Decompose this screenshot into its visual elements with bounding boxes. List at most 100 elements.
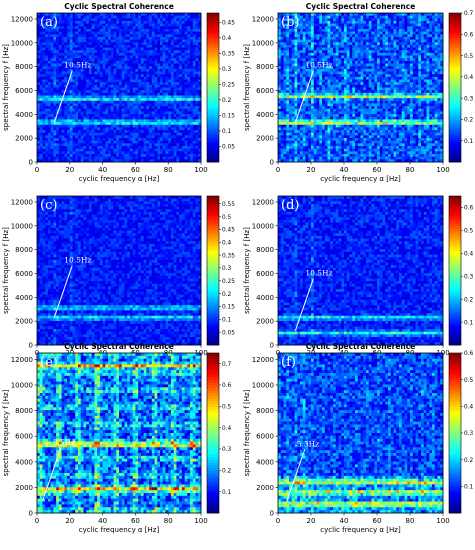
- x-tick-label: 40: [340, 166, 349, 174]
- annotation-label: 3.5Hz: [53, 438, 75, 447]
- x-tick-label: 0: [276, 166, 280, 174]
- y-tick-label: 8000: [256, 246, 274, 254]
- y-tick-label: 2000: [15, 484, 33, 492]
- y-tick-label: 2000: [256, 318, 274, 326]
- y-tick-label: 12000: [11, 198, 33, 206]
- colorbar-tick-label: 0.3: [464, 274, 474, 280]
- panel-label: (f): [281, 355, 296, 370]
- colorbar-tick-label: 0.6: [464, 351, 474, 357]
- heatmap-cells: [278, 13, 443, 162]
- y-tick-label: 0: [270, 342, 274, 350]
- colorbar-tick-label: 0.4: [222, 426, 232, 432]
- x-tick-label: 20: [65, 517, 74, 525]
- heatmap-cells: [37, 196, 201, 345]
- colorbar-tick-label: 0.3: [464, 96, 474, 102]
- colorbar-tick-label: 0.2: [222, 98, 232, 104]
- y-tick-label: 0: [29, 159, 33, 167]
- y-tick-label: 12000: [252, 356, 274, 364]
- heatmap-cells: [37, 13, 201, 162]
- colorbar-tick-label: 0.25: [222, 279, 235, 285]
- y-tick-label: 10000: [11, 39, 33, 47]
- y-tick-label: 10000: [252, 39, 274, 47]
- colorbar-tick-label: 0.55: [222, 202, 235, 208]
- colorbar-tick-label: 0.6: [464, 32, 474, 38]
- colorbar: 0.10.20.30.40.50.60.7: [207, 353, 232, 513]
- x-tick-label: 80: [164, 517, 173, 525]
- colorbar-tick-label: 0.5: [464, 54, 474, 60]
- chart-panel-4: 020406080100020004000600080001000012000c…: [243, 196, 474, 366]
- x-tick-label: 40: [340, 517, 349, 525]
- colorbar-tick-label: 0.1: [464, 485, 474, 491]
- colorbar-tick-label: 0.25: [222, 83, 235, 89]
- x-tick-label: 0: [276, 517, 280, 525]
- y-tick-label: 4000: [256, 458, 274, 466]
- y-axis-label: spectral frequency f [Hz]: [2, 227, 10, 314]
- panel-label: (b): [281, 15, 299, 30]
- panel-label: (c): [40, 198, 57, 213]
- y-tick-label: 8000: [15, 407, 33, 415]
- y-axis-label: spectral frequency f [Hz]: [2, 44, 10, 131]
- colorbar-tick-label: 0.4: [464, 75, 474, 81]
- colorbar-tick-label: 0.4: [464, 405, 474, 411]
- y-tick-label: 2000: [15, 318, 33, 326]
- colorbar-tick-label: 0.15: [222, 305, 235, 311]
- colorbar-tick-label: 0.2: [464, 118, 474, 124]
- y-axis-label: spectral frequency f [Hz]: [243, 227, 251, 314]
- chart-title: Cyclic Spectral Coherence: [64, 2, 174, 11]
- colorbar-tick-label: 0.1: [222, 129, 232, 135]
- colorbar: 0.10.20.30.40.50.6: [449, 196, 474, 345]
- y-axis-label: spectral frequency f [Hz]: [2, 389, 10, 476]
- x-tick-label: 80: [406, 517, 415, 525]
- colorbar-tick-label: 0.5: [222, 405, 232, 411]
- colorbar-tick-label: 0.3: [222, 67, 232, 73]
- colorbar-tick-label: 0.35: [222, 253, 235, 259]
- y-axis-label: spectral frequency f [Hz]: [243, 389, 251, 476]
- colorbar-tick-label: 0.45: [222, 228, 235, 234]
- colorbar-tick-label: 0.6: [222, 383, 232, 389]
- y-tick-label: 8000: [256, 407, 274, 415]
- x-axis-label: cyclic frequency α [Hz]: [320, 526, 401, 534]
- x-tick-label: 20: [307, 517, 316, 525]
- y-tick-label: 0: [270, 510, 274, 518]
- x-tick-label: 100: [436, 166, 449, 174]
- colorbar: 0.10.20.30.40.50.60.7: [449, 11, 474, 162]
- colorbar-tick-label: 0.5: [464, 378, 474, 384]
- y-tick-label: 6000: [15, 87, 33, 95]
- colorbar-tick-label: 0.35: [222, 52, 235, 58]
- x-tick-label: 80: [164, 166, 173, 174]
- y-tick-label: 2000: [256, 484, 274, 492]
- x-tick-label: 0: [35, 517, 39, 525]
- y-tick-label: 10000: [11, 382, 33, 390]
- colorbar-tick-label: 0.7: [222, 362, 232, 368]
- chart-title: Cyclic Spectral Coherence: [306, 2, 416, 11]
- colorbar-tick-label: 0.4: [222, 240, 232, 246]
- annotation-label: 10.5Hz: [305, 61, 332, 70]
- y-tick-label: 2000: [15, 135, 33, 143]
- colorbar-tick-label: 0.45: [222, 21, 235, 27]
- colorbar-tick-label: 0.05: [222, 145, 235, 151]
- colorbar-tick-label: 0.1: [222, 318, 232, 324]
- chart-title: Cyclic Spectral Coherence: [306, 342, 416, 351]
- colorbar-tick-label: 0.3: [464, 431, 474, 437]
- colorbar-tick-label: 0.2: [222, 292, 232, 298]
- colorbar-tick-label: 0.3: [222, 447, 232, 453]
- chart-title: Cyclic Spectral Coherence: [64, 342, 174, 351]
- colorbar-tick-label: 0.5: [464, 229, 474, 235]
- x-axis-label: cyclic frequency α [Hz]: [320, 175, 401, 183]
- x-tick-label: 100: [194, 166, 207, 174]
- x-tick-label: 100: [194, 517, 207, 525]
- x-axis-label: cyclic frequency α [Hz]: [79, 526, 160, 534]
- y-tick-label: 10000: [252, 382, 274, 390]
- y-tick-label: 12000: [252, 198, 274, 206]
- y-tick-label: 4000: [256, 294, 274, 302]
- y-tick-label: 8000: [256, 63, 274, 71]
- panel-label: (e): [40, 355, 58, 370]
- colorbar-tick-label: 0.2: [464, 458, 474, 464]
- x-axis-label: cyclic frequency α [Hz]: [79, 175, 160, 183]
- x-tick-label: 60: [373, 517, 382, 525]
- x-tick-label: 40: [98, 517, 107, 525]
